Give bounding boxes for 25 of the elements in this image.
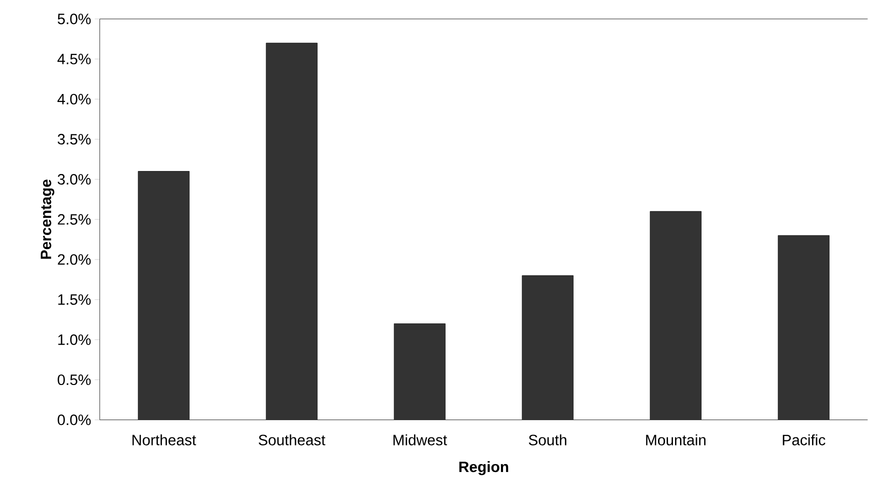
x-tick-label: South xyxy=(528,434,566,446)
y-tick-label: 1.0% xyxy=(58,334,91,346)
bar xyxy=(394,324,446,420)
y-tick-label: 3.5% xyxy=(58,134,91,145)
y-tick-label: 2.0% xyxy=(58,254,91,265)
y-tick-label: 4.0% xyxy=(57,94,91,105)
y-tick-label: 4.5% xyxy=(57,54,91,64)
bar xyxy=(138,171,190,420)
y-tick-label: 0.5% xyxy=(58,374,91,386)
y-tick-label: 3.0% xyxy=(58,174,91,185)
y-tick-label: 1.5% xyxy=(58,294,91,306)
bar xyxy=(266,42,318,420)
x-tick-label: Mountain xyxy=(646,434,706,446)
y-tick-label: 2.5% xyxy=(58,214,91,225)
y-axis-title: Percentage xyxy=(40,180,54,259)
bar xyxy=(778,235,830,420)
y-tick-label: 5.0% xyxy=(58,14,91,24)
x-tick-label: Midwest xyxy=(394,434,448,446)
bar xyxy=(650,211,702,420)
x-tick-label: Pacific xyxy=(782,434,826,446)
y-tick-label: 0.0% xyxy=(58,414,91,426)
x-tick-label: Northeast xyxy=(132,434,196,446)
x-axis-title: Region xyxy=(459,461,508,476)
x-tick-label: Southeast xyxy=(258,434,326,446)
bar xyxy=(522,276,574,420)
